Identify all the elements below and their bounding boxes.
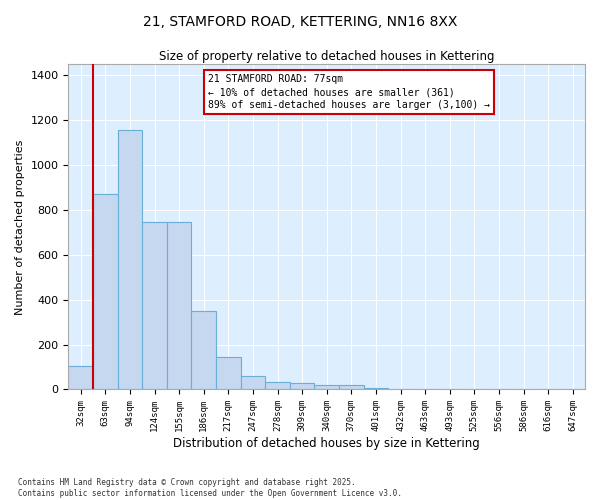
Text: 21, STAMFORD ROAD, KETTERING, NN16 8XX: 21, STAMFORD ROAD, KETTERING, NN16 8XX [143,15,457,29]
Bar [314,385,339,390]
X-axis label: Distribution of detached houses by size in Kettering: Distribution of detached houses by size … [173,437,480,450]
Bar [339,385,364,390]
Bar [364,388,388,390]
Bar [241,376,265,390]
Bar [265,382,290,390]
Text: Contains HM Land Registry data © Crown copyright and database right 2025.
Contai: Contains HM Land Registry data © Crown c… [18,478,402,498]
Y-axis label: Number of detached properties: Number of detached properties [15,139,25,314]
Title: Size of property relative to detached houses in Kettering: Size of property relative to detached ho… [159,50,494,63]
Bar [118,130,142,390]
Bar [68,366,93,390]
Bar [167,222,191,390]
Bar [191,312,216,390]
Bar [93,194,118,390]
Bar [290,383,314,390]
Text: 21 STAMFORD ROAD: 77sqm
← 10% of detached houses are smaller (361)
89% of semi-d: 21 STAMFORD ROAD: 77sqm ← 10% of detache… [208,74,490,110]
Bar [142,222,167,390]
Bar [216,358,241,390]
